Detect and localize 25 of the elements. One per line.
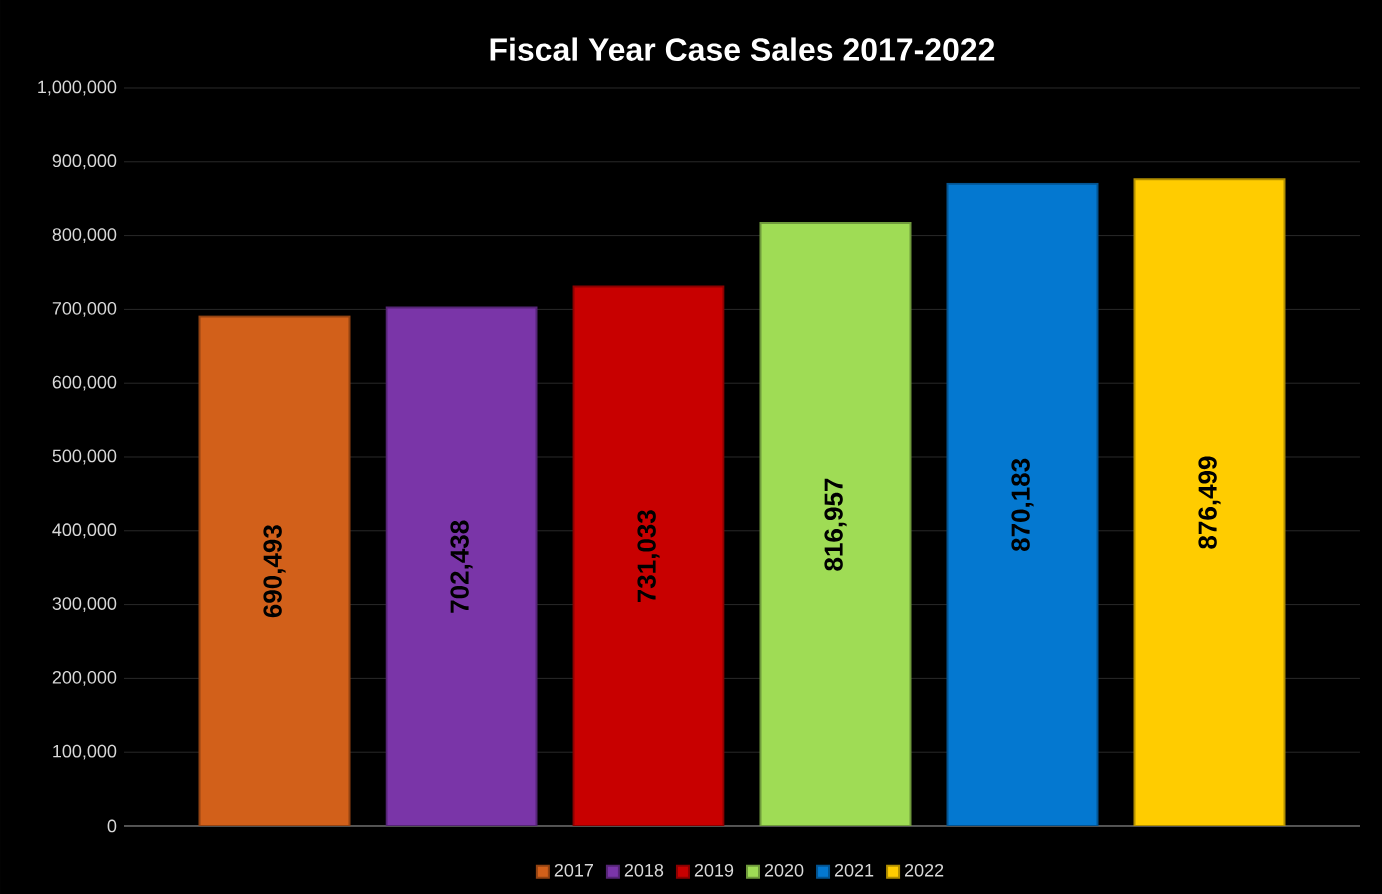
legend-label: 2017 [554,863,593,877]
legend-label: 2021 [834,863,874,877]
legend-label: 2020 [764,863,804,877]
legend-label: 2019 [694,863,734,877]
data-label: 816,957 [824,478,847,571]
y-tick-label: 800,000 [52,228,117,244]
data-label: 702,438 [450,520,473,613]
y-tick-label: 100,000 [53,744,117,760]
y-tick-label: 900,000 [52,154,117,170]
data-label: 876,499 [1198,456,1221,549]
y-tick-label: 200,000 [52,670,117,686]
y-tick-label: 500,000 [52,449,117,465]
y-tick-label: 700,000 [52,301,117,317]
data-label: 870,183 [1011,458,1034,552]
chart-title: Fiscal Year Case Sales 2017-2022 [490,37,995,61]
data-label: 690,493 [263,525,286,618]
legend-label: 2018 [624,863,664,877]
y-tick-label: 600,000 [52,375,117,391]
y-tick-label: 300,000 [52,597,117,613]
legend-label: 2022 [904,863,944,877]
y-tick-label: 1,000,000 [38,80,117,96]
bar [572,285,725,826]
y-tick-label: 0 [107,819,117,833]
data-label: 731,033 [637,510,660,603]
y-tick-label: 400,000 [52,523,117,539]
